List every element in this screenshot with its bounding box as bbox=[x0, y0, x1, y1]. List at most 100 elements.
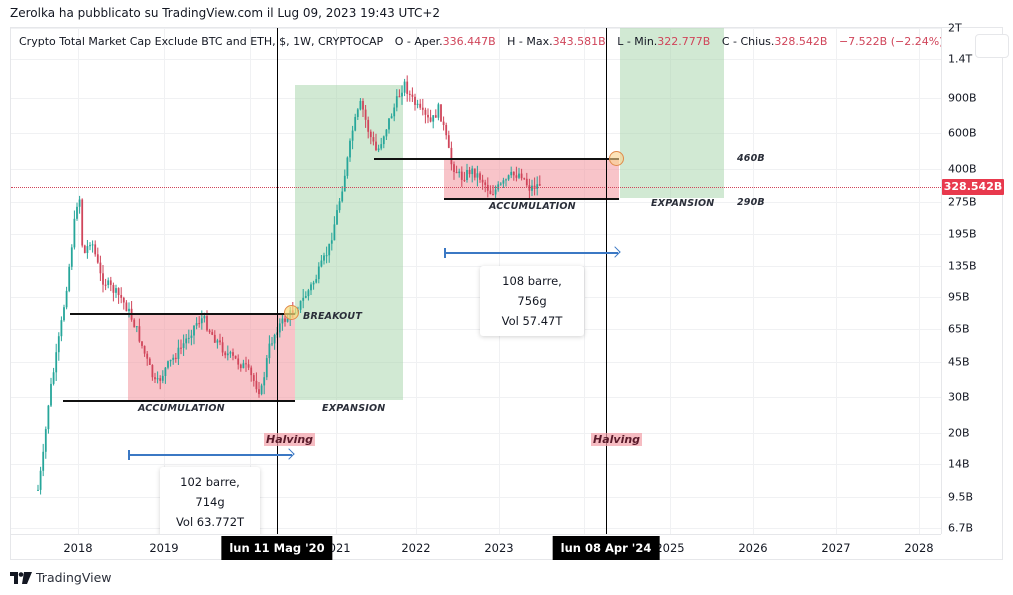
high-value: 343.581B bbox=[552, 35, 606, 48]
gridline-vertical bbox=[250, 28, 251, 534]
current-price-line bbox=[11, 187, 941, 188]
low-label: L - Min. bbox=[617, 35, 658, 48]
gridline-horizontal bbox=[11, 464, 941, 465]
level-line-high-1 bbox=[70, 313, 295, 315]
gridline-vertical bbox=[584, 28, 585, 534]
publish-info: Zerolka ha pubblicato su TradingView.com… bbox=[10, 6, 441, 20]
gridline-horizontal bbox=[11, 98, 941, 99]
level-line-low-2 bbox=[444, 198, 619, 200]
time-tick-label: 2019 bbox=[149, 541, 179, 555]
gridline-vertical bbox=[670, 28, 671, 534]
gridline-horizontal bbox=[11, 397, 941, 398]
price-tick-label: 2T bbox=[948, 21, 962, 35]
time-tick-label: 2023 bbox=[484, 541, 514, 555]
halving-label-2024: Halving bbox=[591, 433, 643, 446]
footer-brand: TradingView bbox=[10, 570, 112, 585]
time-tick-label: 2028 bbox=[904, 541, 934, 555]
range-volume: Vol 57.47T bbox=[501, 314, 563, 328]
halving-line-2024[interactable] bbox=[606, 28, 608, 534]
level-label-290b: 290B bbox=[737, 197, 765, 208]
price-tick-label: 600B bbox=[948, 126, 977, 140]
gridline-horizontal bbox=[11, 28, 941, 29]
expansion-zone-1 bbox=[295, 85, 403, 400]
expansion-label-1: EXPANSION bbox=[322, 403, 386, 414]
accumulation-label-1: ACCUMULATION bbox=[138, 403, 225, 414]
tradingview-logo-icon bbox=[10, 571, 32, 584]
date-range-arrow-1[interactable] bbox=[128, 450, 292, 460]
close-value: 328.542B bbox=[774, 35, 828, 48]
gridline-horizontal bbox=[11, 497, 941, 498]
gridline-horizontal bbox=[11, 234, 941, 235]
time-tick-label: 2025 bbox=[655, 541, 685, 555]
close-label: C - Chius. bbox=[721, 35, 775, 48]
gridline-horizontal bbox=[11, 362, 941, 363]
gridline-vertical bbox=[416, 28, 417, 534]
time-tick-label: 2026 bbox=[738, 541, 768, 555]
breakout-label: BREAKOUT bbox=[303, 311, 363, 322]
gridline-horizontal bbox=[11, 297, 941, 298]
price-candles bbox=[37, 75, 541, 495]
price-tick-label: 30B bbox=[948, 390, 970, 404]
gridline-horizontal bbox=[11, 528, 941, 529]
current-price-badge: 328.542B bbox=[942, 179, 1004, 195]
change-value: −7.522B (−2.24%) bbox=[838, 35, 941, 48]
expansion-label-2: EXPANSION bbox=[651, 198, 715, 209]
range-bars-days: 108 barre, 756g bbox=[502, 274, 562, 308]
gridline-vertical bbox=[753, 28, 754, 534]
crosshair-date-label: lun 11 Mag '20 bbox=[221, 536, 333, 560]
footer-brand-text: TradingView bbox=[36, 570, 112, 585]
price-tick-label: 45B bbox=[948, 355, 970, 369]
price-tick-label: 400B bbox=[948, 162, 977, 176]
gridline-horizontal bbox=[11, 266, 941, 267]
price-tick-label: 135B bbox=[948, 259, 977, 273]
level-line-high-2 bbox=[374, 158, 619, 160]
ohlc-legend: Crypto Total Market Cap Exclude BTC and … bbox=[19, 35, 941, 48]
price-tick-label: 65B bbox=[948, 322, 970, 336]
range-info-box-2: 108 barre, 756g Vol 57.47T bbox=[480, 266, 584, 336]
halving-label-2020: Halving bbox=[264, 433, 316, 446]
crosshair-date-label: lun 08 Apr '24 bbox=[552, 536, 660, 560]
price-tick-label: 275B bbox=[948, 195, 977, 209]
gridline-horizontal bbox=[11, 329, 941, 330]
date-range-arrow-2[interactable] bbox=[444, 248, 618, 258]
time-axis[interactable]: 2018 2019 2021 2022 2023 2025 2026 2027 2028 lun … bbox=[11, 534, 941, 560]
range-bars-days: 102 barre, 714g bbox=[180, 475, 240, 509]
range-volume: Vol 63.772T bbox=[175, 515, 245, 529]
gridline-horizontal bbox=[11, 202, 941, 203]
gridline-horizontal bbox=[11, 133, 941, 134]
gridline-vertical bbox=[836, 28, 837, 534]
gridline-vertical bbox=[164, 28, 165, 534]
price-tick-label: 95B bbox=[948, 290, 970, 304]
price-axis[interactable]: 328.542B 2T 1.4T 900B 600B 400B 275B 195B 135B 9… bbox=[941, 22, 1004, 535]
price-tick-label: 20B bbox=[948, 426, 970, 440]
low-value: 322.777B bbox=[657, 35, 711, 48]
price-tick-label: 195B bbox=[948, 227, 977, 241]
gridline-vertical bbox=[919, 28, 920, 534]
gridline-horizontal bbox=[11, 59, 941, 60]
price-tick-label: 1.4T bbox=[948, 52, 973, 66]
time-tick-label: 2022 bbox=[401, 541, 431, 555]
level-line-low-1 bbox=[63, 400, 295, 402]
level-label-460b: 460B bbox=[737, 153, 765, 164]
price-tick-label: 6.7B bbox=[948, 521, 974, 535]
symbol-title[interactable]: Crypto Total Market Cap Exclude BTC and … bbox=[19, 35, 384, 48]
price-tick-label: 9.5B bbox=[948, 490, 974, 504]
open-value: 336.447B bbox=[442, 35, 496, 48]
chart-frame: ACCUMULATION EXPANSION BREAKOUT ACCUMULA… bbox=[10, 22, 1009, 560]
open-label: O - Aper. bbox=[394, 35, 443, 48]
gridline-vertical bbox=[78, 28, 79, 534]
gridline-horizontal bbox=[11, 433, 941, 434]
breakout-circle-marker bbox=[284, 305, 299, 320]
price-tick-label: 14B bbox=[948, 457, 970, 471]
chart-settings-button[interactable] bbox=[975, 34, 1009, 58]
high-label: H - Max. bbox=[507, 35, 553, 48]
range-info-box-1: 102 barre, 714g Vol 63.772T bbox=[160, 467, 260, 534]
time-tick-label: 2018 bbox=[63, 541, 93, 555]
price-tick-label: 900B bbox=[948, 91, 977, 105]
time-tick-label: 2027 bbox=[821, 541, 851, 555]
expansion-zone-2 bbox=[620, 28, 724, 198]
breakout-circle-marker-2 bbox=[609, 151, 624, 166]
halving-line-2020[interactable] bbox=[277, 28, 279, 534]
plot-area[interactable]: ACCUMULATION EXPANSION BREAKOUT ACCUMULA… bbox=[11, 28, 941, 534]
accumulation-label-2: ACCUMULATION bbox=[489, 201, 576, 212]
